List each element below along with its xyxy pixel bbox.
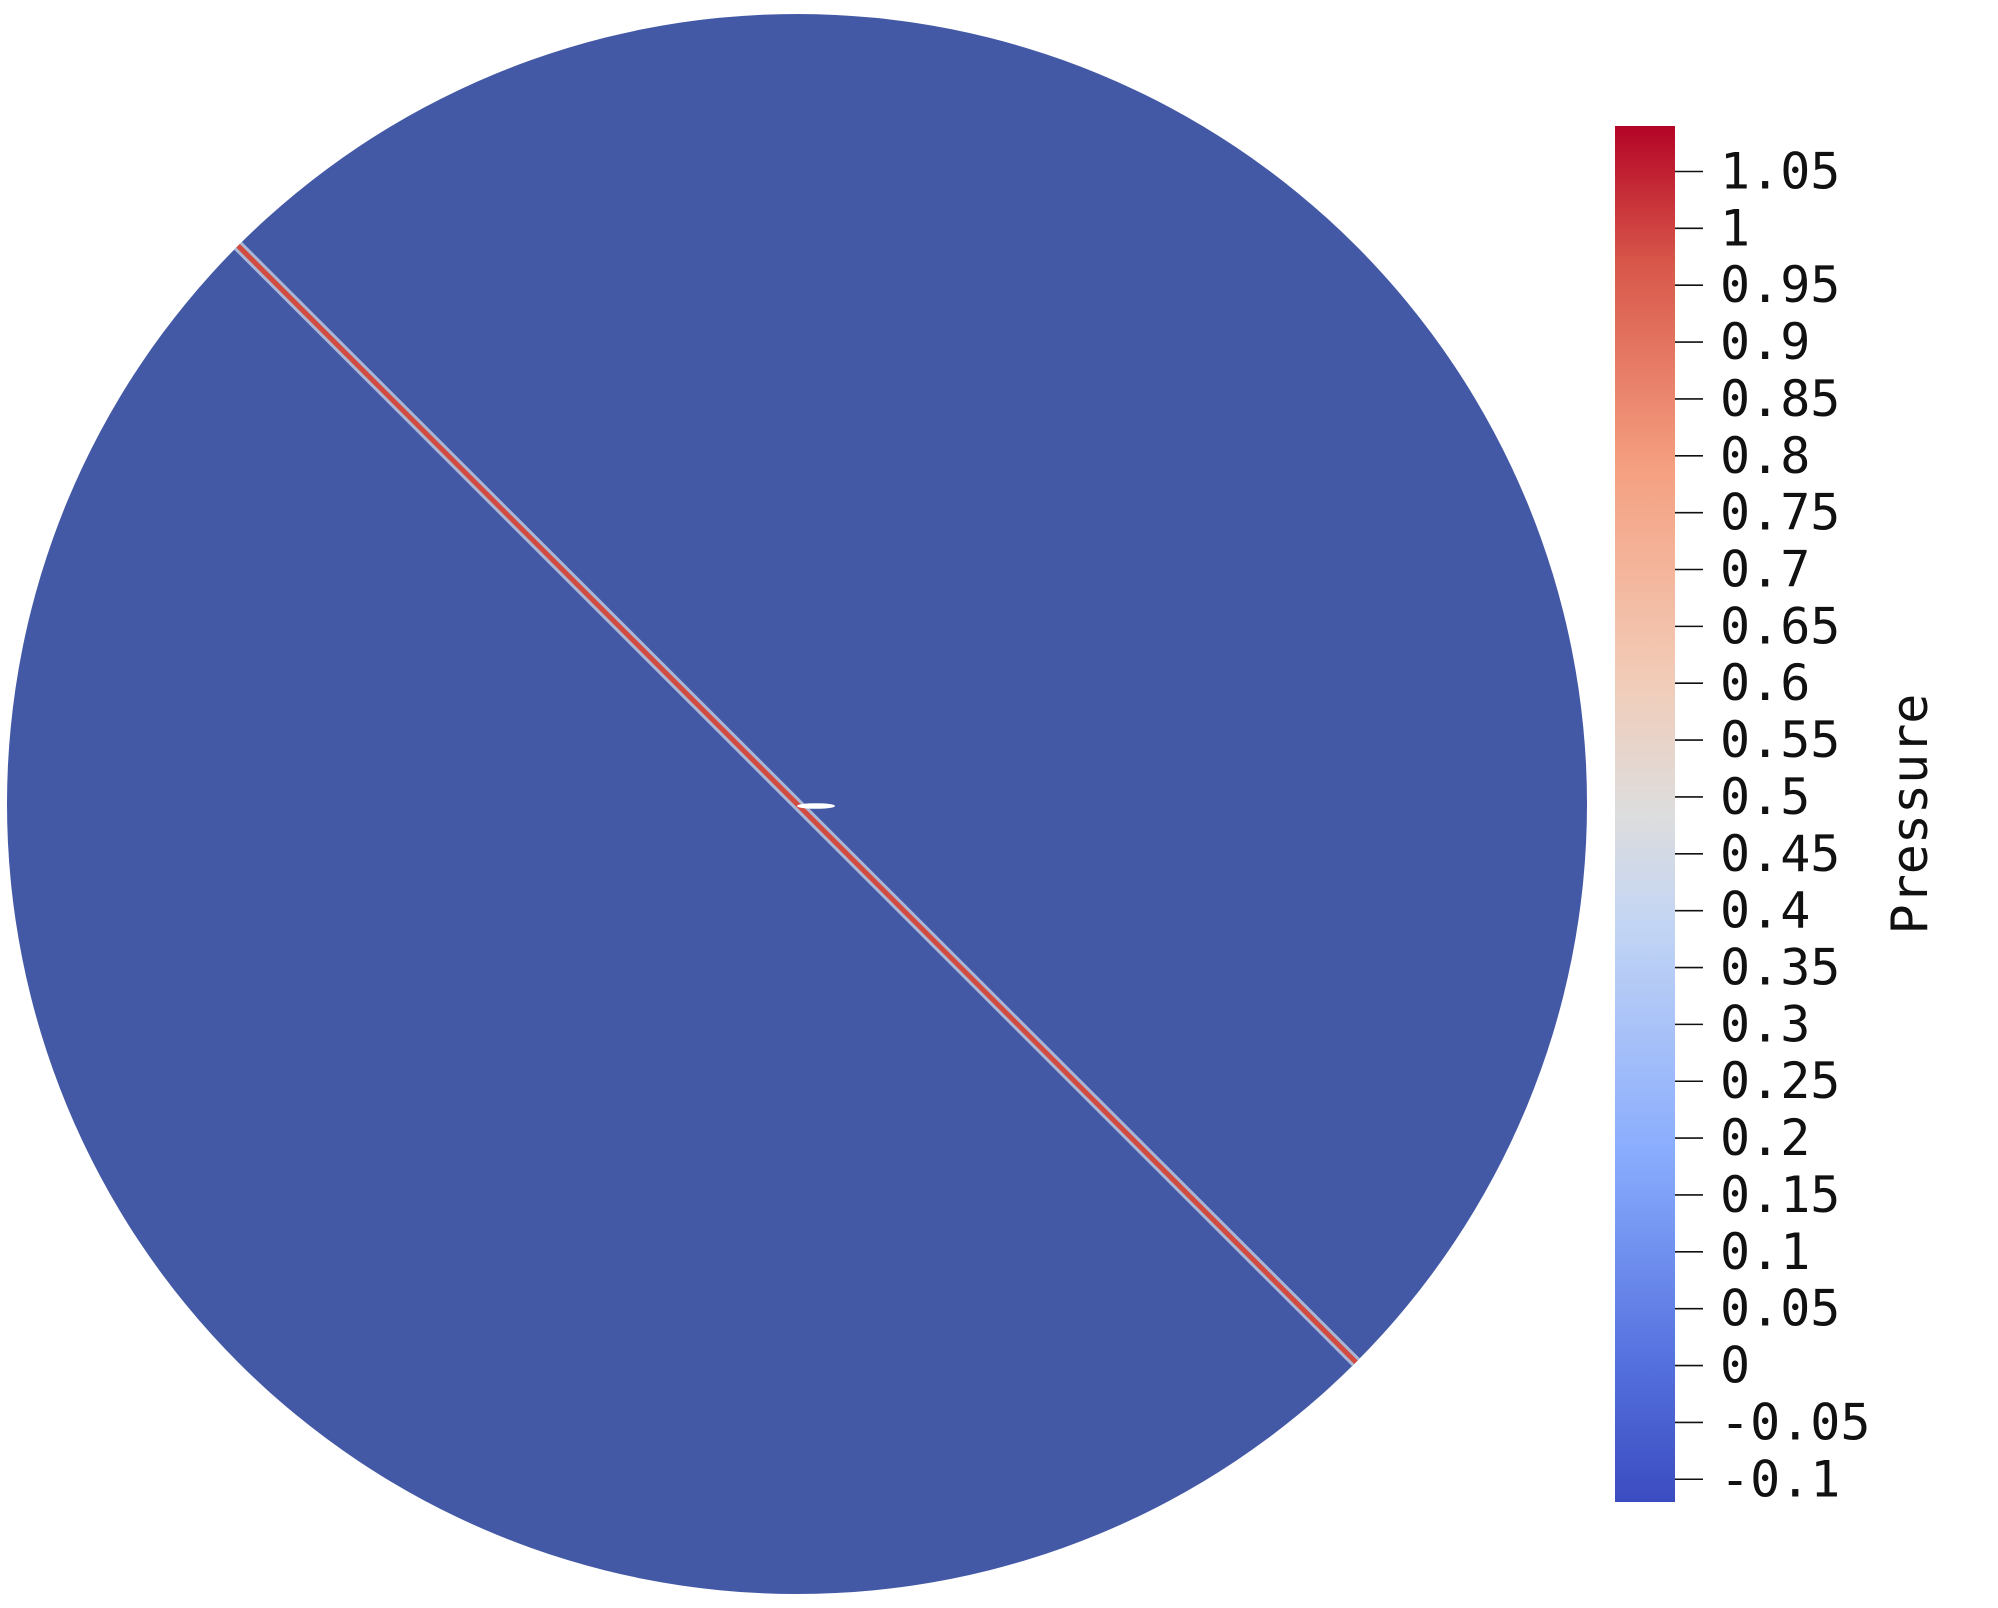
colorbar-tick-label: 0.65 xyxy=(1720,597,1840,655)
colorbar-tick-label: 0.6 xyxy=(1720,654,1810,712)
colorbar-tick-label: 0.55 xyxy=(1720,711,1840,769)
colorbar-title: Pressure xyxy=(1881,694,1939,935)
colorbar-tick-label: 0.85 xyxy=(1720,370,1840,428)
colorbar-tick-label: 1.05 xyxy=(1720,142,1840,200)
colorbar-tick-label: 0.3 xyxy=(1720,995,1810,1053)
center-marker xyxy=(797,803,835,809)
colorbar: 1.0510.950.90.850.80.750.70.650.60.550.5… xyxy=(1615,126,1939,1508)
colorbar-tick-label: 0.5 xyxy=(1720,768,1810,826)
colorbar-ticks: 1.0510.950.90.850.80.750.70.650.60.550.5… xyxy=(1675,142,1871,1508)
colorbar-tick-label: 0.1 xyxy=(1720,1223,1810,1281)
colorbar-tick-label: 0.4 xyxy=(1720,882,1810,940)
colorbar-tick-label: 0.95 xyxy=(1720,256,1840,314)
colorbar-tick-label: 1 xyxy=(1720,199,1750,257)
disk-plot-area xyxy=(0,8,1594,1600)
colorbar-gradient xyxy=(1615,126,1675,1502)
colorbar-tick-label: -0.05 xyxy=(1720,1393,1871,1451)
colorbar-tick-label: 0.05 xyxy=(1720,1280,1840,1338)
colorbar-tick-label: 0.75 xyxy=(1720,484,1840,542)
colorbar-tick-label: 0.7 xyxy=(1720,541,1810,599)
colorbar-tick-label: -0.1 xyxy=(1720,1450,1840,1508)
colorbar-tick-label: 0.8 xyxy=(1720,427,1810,485)
colorbar-tick-label: 0 xyxy=(1720,1337,1750,1395)
colorbar-tick-label: 0.45 xyxy=(1720,825,1840,883)
colorbar-tick-label: 0.9 xyxy=(1720,313,1810,371)
colorbar-tick-label: 0.25 xyxy=(1720,1052,1840,1110)
colorbar-tick-label: 0.2 xyxy=(1720,1109,1810,1167)
colorbar-tick-label: 0.35 xyxy=(1720,939,1840,997)
colorbar-tick-label: 0.15 xyxy=(1720,1166,1840,1224)
